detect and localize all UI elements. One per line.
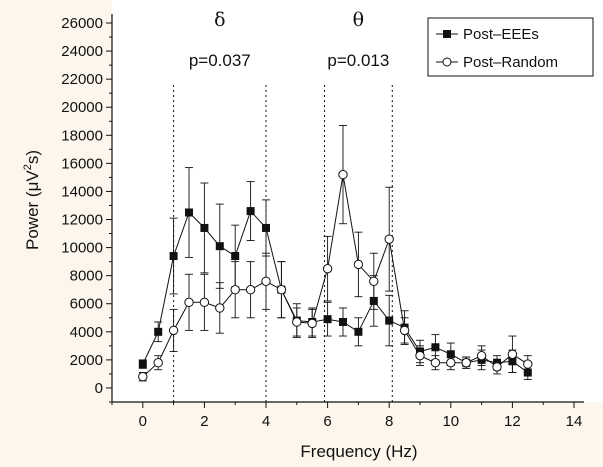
post-eees-point (431, 343, 440, 352)
y-tick-label: 20000 (61, 99, 103, 116)
x-axis-title: Frequency (Hz) (300, 442, 417, 461)
x-tick-label: 8 (385, 413, 393, 430)
legend-box (427, 17, 594, 77)
post-random-point (276, 285, 287, 295)
y-tick-label: 6000 (70, 296, 103, 313)
post-random-point (215, 303, 225, 313)
post-eees-point (385, 316, 394, 325)
axes: 0 2 4 6 8 10 12 14 0 2000 4000 6000 8000 10000 12000 14… (61, 14, 584, 430)
post-random-point (399, 325, 410, 336)
y-tick-label: 24000 (61, 43, 103, 60)
post-eees-point (185, 208, 193, 217)
post-random-point (369, 276, 379, 286)
post-eees-point (339, 317, 347, 326)
post-random-point (292, 317, 302, 327)
y-axis-title-main: Power (μV (23, 170, 42, 250)
x-tick-label: 12 (504, 413, 521, 430)
legend-marker-post-random (442, 57, 452, 67)
post-eees-point (354, 327, 363, 336)
y-tick-label: 14000 (61, 183, 103, 200)
post-eees-point (262, 223, 270, 232)
post-random-point (523, 359, 533, 369)
post-eees-point (523, 368, 532, 377)
band-0-symbol: δ (214, 9, 225, 31)
post-random-point (338, 169, 348, 180)
post-random-point (199, 297, 210, 308)
x-tick-label: 4 (262, 413, 270, 430)
y-tick-label: 18000 (61, 127, 103, 144)
y-tick-label: 22000 (61, 71, 103, 88)
post-eees-point (369, 296, 378, 305)
legend-label-post-random: Post–Random (463, 54, 558, 71)
y-tick-label: 12000 (61, 212, 103, 229)
y-tick-label: 8000 (70, 268, 103, 285)
post-random-point (384, 234, 394, 244)
post-random-point (230, 285, 240, 295)
x-tick-label: 10 (442, 413, 459, 430)
band-1-p-value: p=0.013 (327, 51, 389, 70)
post-eees-point (169, 252, 178, 261)
post-random-point (492, 362, 502, 372)
post-random-point (446, 357, 456, 368)
post-random-point (307, 318, 317, 329)
band-0-p-value: p=0.037 (189, 51, 251, 70)
post-eees-point (508, 357, 517, 366)
post-random-point (261, 276, 271, 286)
y-tick-label: 26000 (61, 15, 103, 32)
post-eees-point (154, 327, 163, 336)
post-eees-point (200, 223, 209, 232)
x-tick-label: 6 (323, 413, 331, 430)
post-eees-point (246, 207, 255, 216)
post-random-point (184, 297, 194, 308)
legend-marker-post-eees (443, 30, 451, 38)
post-random-point (461, 357, 471, 368)
post-random-point (507, 349, 518, 359)
post-random-point (245, 285, 256, 295)
post-eees-point (215, 242, 224, 251)
post-random-point (168, 325, 179, 336)
y-axis-title-superscript: 2 (22, 164, 34, 170)
post-eees-point (231, 252, 240, 261)
post-eees-point (446, 350, 455, 359)
band-1-symbol: θ (353, 9, 364, 31)
legend-label-post-eees: Post–EEEs (463, 26, 539, 43)
post-random-point (415, 350, 425, 361)
y-axis-title: Power (μV2s) (22, 150, 42, 250)
post-random-point (476, 350, 487, 361)
post-random-point (138, 372, 148, 382)
data-series (138, 169, 533, 382)
x-tick-label: 0 (139, 413, 147, 430)
post-random-point (153, 357, 163, 368)
legend: Post–EEEs Post–Random (427, 17, 594, 77)
y-tick-label: 4000 (70, 324, 103, 341)
x-tick-label: 14 (566, 413, 583, 430)
post-random-point (322, 263, 333, 274)
post-eees-point (323, 315, 332, 324)
y-axis-title-tail: s) (23, 150, 42, 164)
band-annotations: δ p=0.037 θ p=0.013 (173, 9, 393, 402)
y-tick-label: 0 (95, 380, 103, 397)
y-tick-label: 10000 (61, 240, 103, 257)
y-tick-label: 16000 (61, 155, 103, 172)
post-random-point (430, 357, 441, 368)
x-tick-label: 2 (200, 413, 208, 430)
post-random-point (353, 259, 364, 270)
post-eees-point (138, 360, 147, 369)
y-tick-label: 2000 (70, 352, 103, 369)
